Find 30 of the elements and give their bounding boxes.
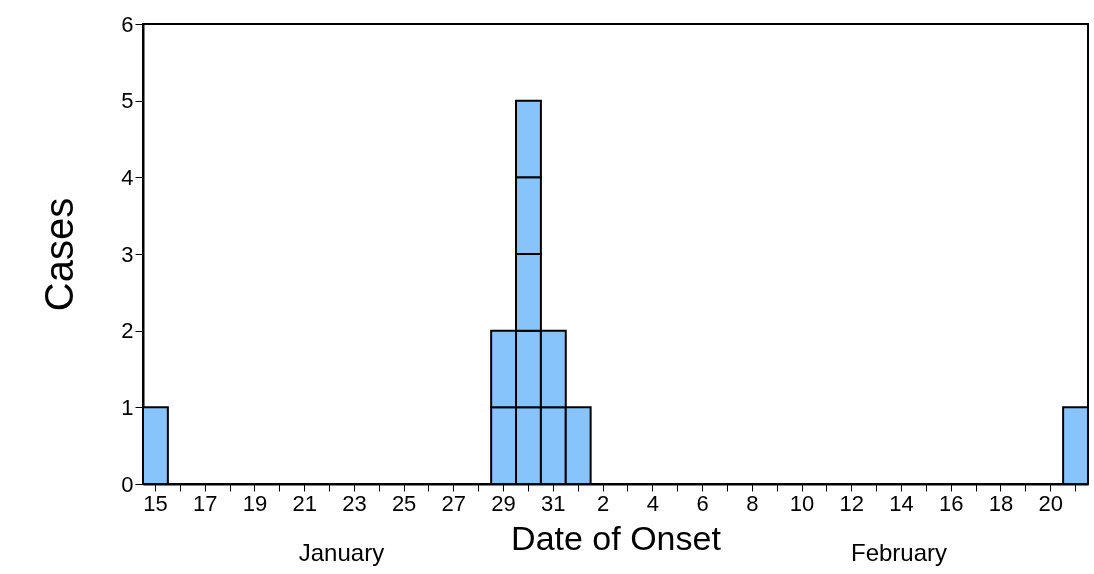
x-tick-label: 4 — [646, 490, 659, 516]
y-tick-label: 2 — [121, 318, 134, 344]
x-tick-label: 16 — [938, 490, 964, 516]
x-tick-label: 18 — [988, 490, 1014, 516]
x-tick-label: 23 — [342, 490, 367, 516]
x-tick-label: 25 — [391, 490, 417, 516]
x-tick-label: 12 — [839, 490, 864, 516]
y-axis-title: Cases — [37, 197, 82, 312]
text: January — [298, 539, 385, 566]
y-tick-label: 5 — [121, 88, 134, 114]
y-tick-label: 6 — [121, 11, 134, 37]
x-tick-label: 6 — [696, 490, 709, 516]
x-tick-label: 19 — [242, 490, 268, 516]
y-tick-label: 0 — [121, 471, 134, 497]
x-tick-label: 10 — [789, 490, 815, 516]
x-tick-label: 31 — [541, 490, 566, 516]
x-tick-label: 14 — [889, 490, 914, 516]
x-tick-label: 29 — [491, 490, 516, 516]
x-tick-label: 17 — [192, 490, 218, 516]
x-tick-label: 20 — [1038, 490, 1063, 516]
x-tick-label: 2 — [596, 490, 610, 516]
y-tick-label: 3 — [121, 241, 134, 267]
y-tick-label: 1 — [121, 394, 134, 420]
text: February — [850, 539, 948, 566]
y-tick-label: 4 — [121, 164, 134, 190]
x-tick-label: 21 — [292, 490, 317, 516]
x-tick-label: 27 — [441, 490, 467, 516]
x-tick-label: 15 — [143, 490, 168, 516]
x-tick-label: 8 — [746, 490, 759, 516]
x-axis-title: Date of Onset — [511, 518, 722, 557]
